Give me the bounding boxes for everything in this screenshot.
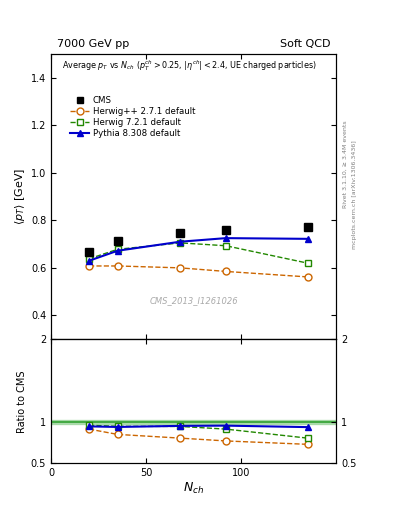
Text: Average $p_T$ vs $N_{ch}$ ($p_T^{ch}$$>$0.25, $|\eta^{ch}|$$<$2.4, UE charged pa: Average $p_T$ vs $N_{ch}$ ($p_T^{ch}$$>$… <box>62 58 317 73</box>
Legend: CMS, Herwig++ 2.7.1 default, Herwig 7.2.1 default, Pythia 8.308 default: CMS, Herwig++ 2.7.1 default, Herwig 7.2.… <box>67 92 198 142</box>
Text: CMS_2013_I1261026: CMS_2013_I1261026 <box>149 296 238 305</box>
Y-axis label: $\langle p_T \rangle$ [GeV]: $\langle p_T \rangle$ [GeV] <box>13 168 27 225</box>
Text: Rivet 3.1.10, ≥ 3.4M events: Rivet 3.1.10, ≥ 3.4M events <box>343 120 348 208</box>
Text: mcplots.cern.ch [arXiv:1306.3436]: mcplots.cern.ch [arXiv:1306.3436] <box>352 140 357 249</box>
Bar <box>51 420 336 424</box>
X-axis label: $N_{ch}$: $N_{ch}$ <box>183 481 204 496</box>
Text: Soft QCD: Soft QCD <box>280 38 331 49</box>
Text: 7000 GeV pp: 7000 GeV pp <box>57 38 129 49</box>
Y-axis label: Ratio to CMS: Ratio to CMS <box>17 370 27 433</box>
